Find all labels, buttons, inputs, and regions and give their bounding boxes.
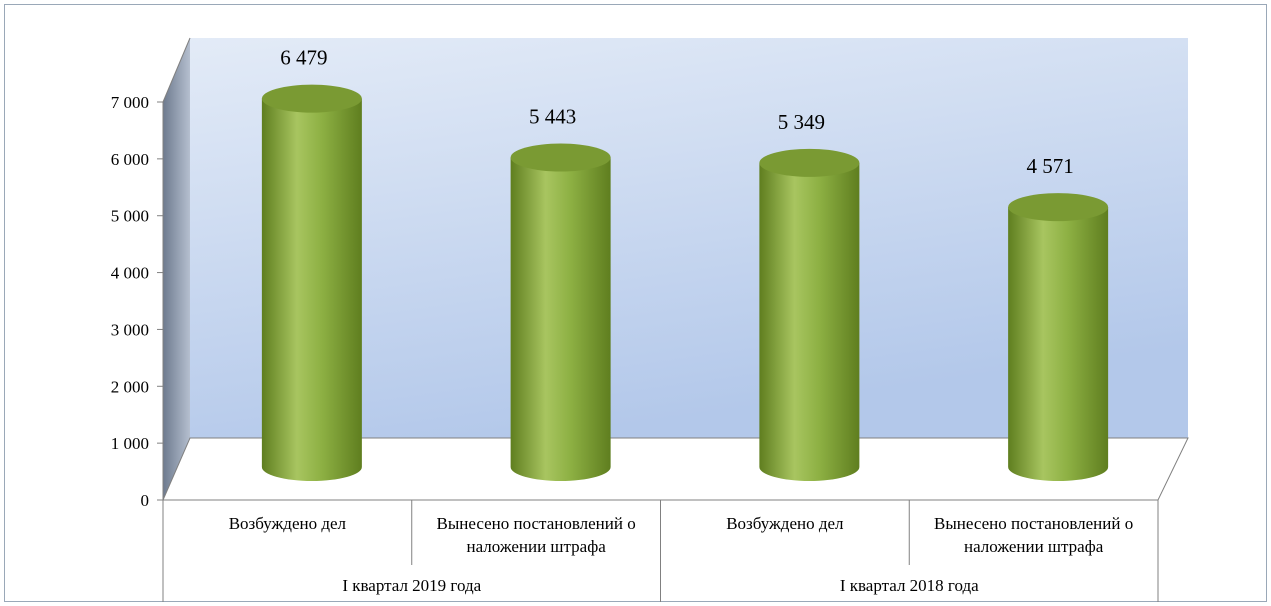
bar-0-data-label: 6 479	[280, 46, 327, 70]
side-wall	[163, 38, 190, 500]
bar-0-top	[261, 84, 362, 113]
bar-2-body	[759, 162, 860, 481]
bar-2-top	[759, 148, 860, 177]
bar-3-body	[1008, 207, 1109, 481]
y-tick-label-0: 0	[141, 491, 150, 510]
y-tick-label-1: 1 000	[111, 434, 149, 453]
y-tick-label-2: 2 000	[111, 377, 149, 396]
bar-1-data-label: 5 443	[529, 105, 576, 129]
group-label-0: I квартал 2019 года	[342, 576, 481, 595]
y-tick-label-5: 5 000	[111, 207, 149, 226]
category-label-0-line-0: Возбуждено дел	[229, 514, 347, 533]
bar-1	[510, 143, 611, 482]
bar-3-top	[1008, 193, 1109, 222]
category-label-1-line-0: Вынесено постановлений о	[437, 514, 636, 533]
bar-2	[759, 148, 860, 481]
y-tick-label-7: 7 000	[111, 93, 149, 112]
bar-3	[1008, 193, 1109, 481]
y-tick-label-6: 6 000	[111, 150, 149, 169]
group-label-1: I квартал 2018 года	[840, 576, 979, 595]
bar-1-body	[510, 157, 611, 482]
category-label-2-line-0: Возбуждено дел	[726, 514, 844, 533]
y-axis-depth-line	[162, 37, 191, 103]
y-tick-label-4: 4 000	[111, 264, 149, 283]
bar-1-top	[510, 143, 611, 172]
category-label-3-line-0: Вынесено постановлений о	[934, 514, 1133, 533]
category-label-1-line-1: наложении штрафа	[466, 537, 606, 556]
bar-0	[261, 84, 362, 482]
category-label-3-line-1: наложении штрафа	[964, 537, 1104, 556]
bar-2-data-label: 5 349	[778, 110, 825, 134]
bar-0-body	[261, 98, 362, 482]
y-tick-label-3: 3 000	[111, 320, 149, 339]
bar-3-data-label: 4 571	[1027, 154, 1074, 178]
